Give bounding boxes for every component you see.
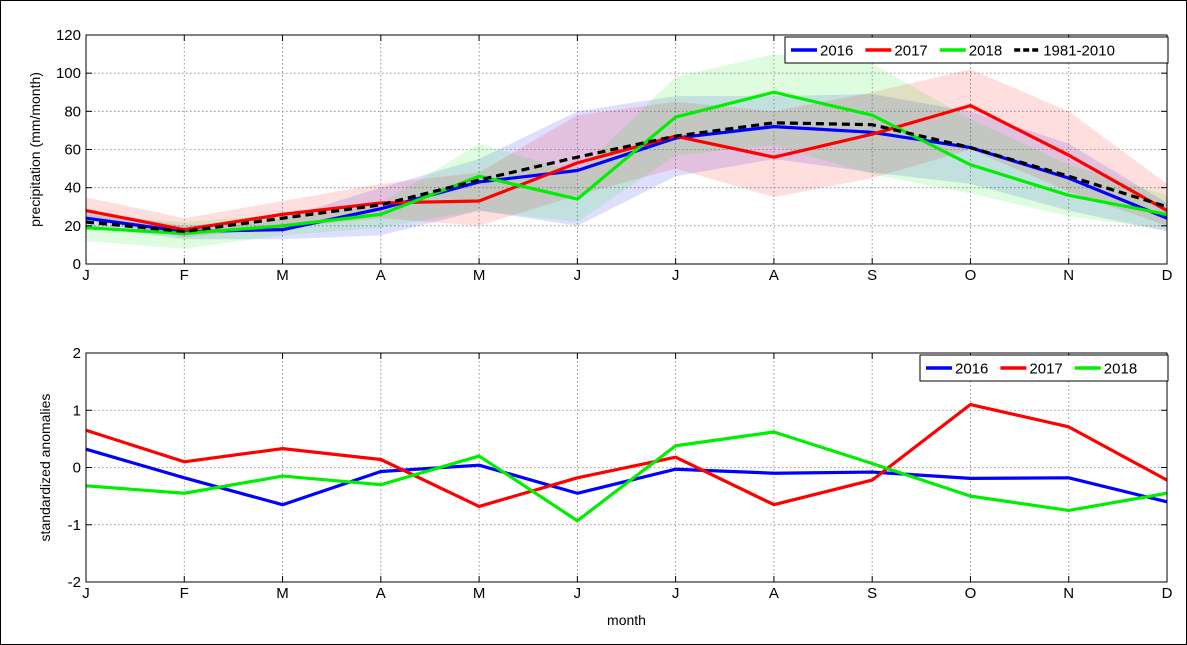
legend: 2016 2017 2018	[919, 354, 1169, 382]
x-tick-label: F	[180, 267, 189, 284]
y-tick-label: 2	[73, 345, 81, 362]
y-tick-label: -1	[68, 517, 81, 534]
x-tick-label: A	[769, 267, 779, 284]
x-tick-label: J	[672, 267, 680, 284]
legend-box	[784, 36, 1169, 64]
x-axis-label: month	[607, 612, 646, 628]
x-tick-label: J	[574, 267, 582, 284]
x-tick-label: M	[473, 585, 486, 602]
x-tick-label: M	[276, 585, 289, 602]
legend-box	[919, 354, 1169, 382]
y-tick-label: 0	[73, 460, 81, 477]
y-tick-label: 1	[73, 402, 81, 419]
series-line-2017	[85, 402, 1168, 509]
y-tick-label: 100	[56, 65, 81, 82]
y-tick-label: 20	[64, 218, 81, 235]
x-tick-label: J	[672, 585, 680, 602]
legend-label-2017: 2017	[894, 43, 927, 60]
series-line-1981-2010	[85, 121, 1168, 234]
x-tick-label: A	[376, 585, 386, 602]
x-tick-label: F	[180, 585, 189, 602]
y-axis-label: standardized anomalies	[37, 394, 53, 542]
legend-label-2017: 2017	[1029, 361, 1062, 378]
band-2018	[86, 54, 1167, 249]
y-axis-label: precipitation (mm/month)	[27, 72, 43, 227]
x-tick-label: N	[1063, 267, 1074, 284]
x-tick-label: S	[867, 267, 877, 284]
legend-label-2018: 2018	[969, 43, 1002, 60]
x-tick-label: D	[1162, 585, 1173, 602]
y-tick-label: -2	[68, 574, 81, 591]
y-tick-label: 40	[64, 180, 81, 197]
legend: 2016 2017 2018 1981-2010	[784, 36, 1169, 64]
y-tick-label: 60	[64, 142, 81, 159]
x-tick-label: J	[574, 585, 582, 602]
x-tick-label: O	[965, 585, 977, 602]
x-tick-label: M	[473, 267, 486, 284]
chart-panel-2: J F M A M J J A S O N D -2 -1 0 1 2 standardized anomalie…	[37, 345, 1173, 628]
legend-label-2018: 2018	[1104, 361, 1137, 378]
y-tick-label: 80	[64, 103, 81, 120]
x-tick-label: O	[965, 267, 977, 284]
y-tick-label: 120	[56, 27, 81, 44]
x-tick-label: J	[82, 267, 90, 284]
legend-label-2016: 2016	[955, 361, 988, 378]
x-tick-label: S	[867, 585, 877, 602]
series-line-2017	[85, 104, 1168, 232]
legend-label-2016: 2016	[820, 43, 853, 60]
x-tick-label: J	[82, 585, 90, 602]
y-tick-label: 0	[73, 256, 81, 273]
x-tick-label: A	[769, 585, 779, 602]
x-tick-label: D	[1162, 267, 1173, 284]
x-tick-label: M	[276, 267, 289, 284]
series-line-2018	[85, 430, 1168, 523]
x-tick-label: N	[1063, 585, 1074, 602]
series-line-2018	[85, 90, 1168, 236]
x-tick-label: A	[376, 267, 386, 284]
legend-label-1981-2010: 1981-2010	[1043, 43, 1115, 60]
chart-panel-1: J F M A M J J A S O N D 0 20 40 60 80 100 120 precipitation…	[27, 27, 1173, 284]
